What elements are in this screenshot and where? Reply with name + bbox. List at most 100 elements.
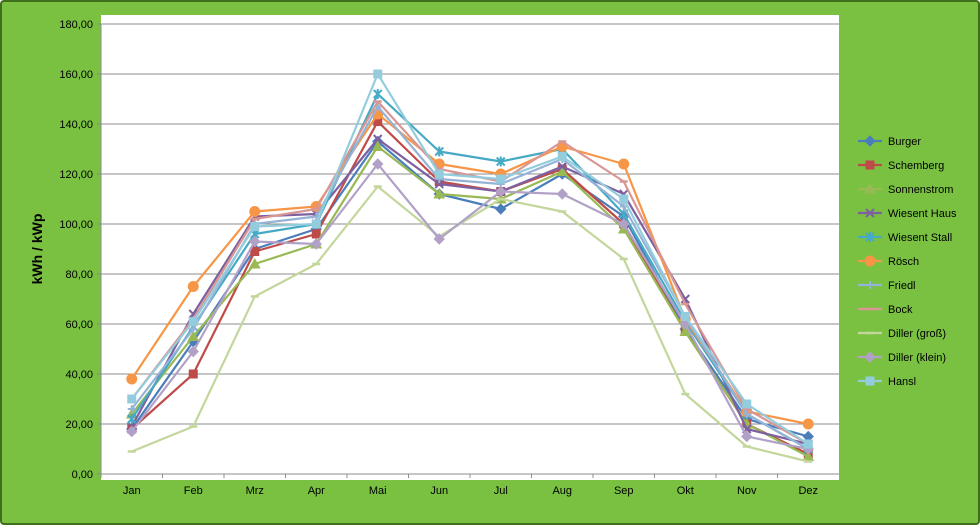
data-point bbox=[556, 165, 569, 176]
data-point bbox=[250, 247, 260, 256]
data-point bbox=[188, 369, 198, 379]
series-line bbox=[131, 185, 809, 463]
data-point bbox=[126, 373, 138, 385]
legend-label: Diller (groß) bbox=[888, 328, 946, 340]
data-point bbox=[495, 185, 507, 198]
series-line bbox=[130, 100, 809, 445]
data-point bbox=[127, 414, 137, 424]
x-tick-label: Jul bbox=[494, 485, 508, 497]
data-point bbox=[434, 169, 444, 179]
data-point bbox=[741, 430, 753, 443]
data-point bbox=[495, 203, 507, 215]
legend-label: Sonnenstrom bbox=[888, 184, 953, 196]
data-point bbox=[557, 161, 567, 172]
data-point bbox=[619, 194, 629, 204]
x-tick-label: Apr bbox=[308, 485, 325, 497]
data-point bbox=[187, 281, 199, 292]
data-point bbox=[188, 317, 198, 326]
data-point bbox=[372, 158, 384, 170]
data-point bbox=[311, 219, 321, 229]
data-point bbox=[187, 345, 199, 358]
legend-marker bbox=[864, 182, 876, 194]
legend-label: Wiesent Haus bbox=[888, 208, 957, 220]
data-point bbox=[248, 257, 261, 269]
data-point bbox=[802, 418, 814, 430]
data-point bbox=[496, 174, 506, 184]
legend-marker bbox=[865, 376, 875, 386]
x-tick-label: Jun bbox=[430, 485, 448, 497]
data-point bbox=[433, 187, 446, 199]
data-point bbox=[618, 218, 630, 230]
legend-label: Bock bbox=[888, 304, 913, 316]
data-point bbox=[373, 69, 383, 79]
data-point bbox=[371, 140, 384, 151]
y-tick-label: 60,00 bbox=[65, 319, 93, 331]
data-point bbox=[373, 89, 383, 99]
series-line bbox=[130, 92, 809, 450]
data-point bbox=[434, 146, 444, 157]
data-point bbox=[742, 399, 752, 409]
x-tick-label: Mai bbox=[369, 485, 387, 497]
data-point bbox=[127, 405, 136, 413]
legend-label: Friedl bbox=[888, 280, 916, 292]
y-tick-label: 20,00 bbox=[65, 419, 93, 431]
x-tick-label: Dez bbox=[798, 485, 818, 497]
series-line bbox=[130, 145, 809, 458]
x-tick-label: Okt bbox=[677, 485, 694, 497]
data-point bbox=[619, 202, 628, 211]
data-point bbox=[311, 229, 321, 239]
y-tick-label: 40,00 bbox=[65, 369, 93, 381]
x-tick-label: Jan bbox=[123, 485, 141, 497]
x-tick-label: Nov bbox=[737, 485, 757, 497]
data-point bbox=[803, 439, 813, 449]
x-tick-label: Mrz bbox=[246, 485, 264, 497]
data-point bbox=[742, 410, 751, 418]
data-point bbox=[249, 235, 261, 248]
series-line bbox=[130, 162, 809, 451]
y-tick-label: 100,00 bbox=[59, 219, 93, 231]
legend-label: Wiesent Stall bbox=[888, 232, 952, 244]
legend-label: Burger bbox=[888, 136, 921, 148]
x-tick-label: Feb bbox=[184, 485, 203, 497]
legend-marker bbox=[864, 255, 876, 267]
y-tick-label: 180,00 bbox=[59, 19, 93, 31]
series-line bbox=[130, 72, 809, 445]
data-point bbox=[679, 325, 692, 336]
data-point bbox=[433, 233, 445, 245]
data-point bbox=[496, 156, 506, 167]
x-tick-label: Sep bbox=[614, 485, 634, 497]
data-point bbox=[250, 222, 260, 231]
data-point bbox=[189, 325, 198, 333]
legend-marker bbox=[865, 232, 875, 242]
y-tick-label: 0,00 bbox=[72, 469, 93, 481]
legend-label: Rösch bbox=[888, 256, 919, 268]
y-axis-title: kWh / kWp bbox=[29, 214, 45, 285]
legend-marker bbox=[864, 135, 876, 147]
series-line bbox=[130, 112, 809, 426]
legend-marker bbox=[865, 208, 875, 218]
data-point bbox=[310, 238, 322, 250]
data-point bbox=[618, 158, 630, 170]
legend-label: Hansl bbox=[888, 376, 916, 388]
y-tick-label: 120,00 bbox=[59, 169, 93, 181]
x-tick-label: Aug bbox=[552, 485, 572, 497]
data-point bbox=[373, 134, 383, 144]
y-tick-label: 160,00 bbox=[59, 69, 93, 81]
legend-label: Diller (klein) bbox=[888, 352, 946, 364]
y-tick-label: 80,00 bbox=[65, 269, 93, 281]
data-point bbox=[434, 179, 444, 189]
data-point bbox=[127, 394, 137, 404]
legend-marker bbox=[864, 351, 876, 363]
data-point bbox=[680, 312, 690, 321]
data-point bbox=[187, 330, 200, 341]
legend-marker bbox=[865, 160, 875, 170]
data-point bbox=[126, 425, 138, 438]
data-point bbox=[249, 206, 261, 217]
series-line bbox=[130, 137, 809, 446]
data-point bbox=[557, 152, 567, 161]
y-tick-label: 140,00 bbox=[59, 119, 93, 131]
legend-marker bbox=[866, 281, 874, 289]
data-point bbox=[556, 188, 568, 200]
legend-label: Schemberg bbox=[888, 160, 944, 172]
